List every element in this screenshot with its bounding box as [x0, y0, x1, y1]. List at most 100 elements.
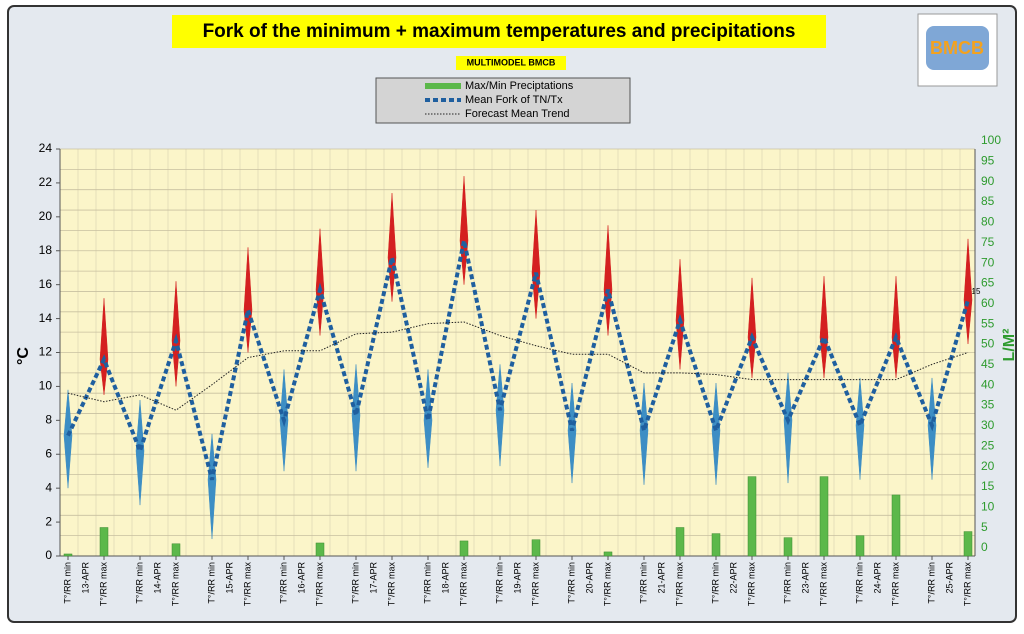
y-tick-label: 2 — [45, 514, 52, 528]
date-label: 24-APR — [872, 562, 882, 594]
legend-swatch — [425, 83, 461, 89]
x-tick-label: T°/RR max — [818, 562, 828, 607]
precip-bar — [171, 543, 181, 557]
x-tick-label: T°/RR max — [458, 562, 468, 607]
precip-bar — [99, 527, 109, 557]
y2-tick-label: 65 — [981, 276, 995, 290]
precip-bar — [855, 535, 865, 557]
fork-spike — [135, 399, 145, 506]
chart-title: Fork of the minimum + maximum temperatur… — [203, 21, 796, 42]
x-tick-label: T°/RR min — [566, 562, 576, 604]
x-tick-label: T°/RR min — [494, 562, 504, 604]
date-label: 21-APR — [656, 562, 666, 594]
y2-tick-label: 10 — [981, 499, 995, 513]
precip-bar — [711, 533, 721, 557]
y-tick-label: 12 — [39, 345, 53, 359]
y2-tick-label: 45 — [981, 357, 995, 371]
y2-tick-label: 15 — [981, 479, 995, 493]
fork-spike — [531, 210, 541, 319]
date-label: 25-APR — [944, 562, 954, 594]
fork-spike — [891, 276, 901, 378]
x-tick-label: T°/RR min — [926, 562, 936, 604]
fork-spike — [243, 247, 253, 353]
fork-spike — [603, 225, 613, 336]
x-tick-label: T°/RR max — [170, 562, 180, 607]
y2-tick-label: 60 — [981, 296, 995, 310]
y-tick-label: 10 — [39, 379, 53, 393]
date-label: 13-APR — [80, 562, 90, 594]
x-tick-label: T°/RR max — [890, 562, 900, 607]
y-tick-label: 22 — [39, 175, 53, 189]
y2-tick-label: 0 — [981, 540, 988, 554]
x-tick-label: T°/RR min — [350, 562, 360, 604]
x-tick-label: T°/RR max — [314, 562, 324, 607]
x-tick-label: T°/RR min — [638, 562, 648, 604]
y2-tick-label: 40 — [981, 377, 995, 391]
legend-box — [375, 77, 631, 124]
x-tick-label: T°/RR max — [602, 562, 612, 607]
date-label: 18-APR — [440, 562, 450, 594]
logo-shape — [926, 26, 989, 70]
y2-tick-label: 90 — [981, 174, 995, 188]
x-tick-label: T°/RR min — [422, 562, 432, 604]
date-label: 23-APR — [800, 562, 810, 594]
date-label: 15-APR — [224, 562, 234, 594]
fork-spike — [171, 281, 181, 387]
fork-spike — [315, 228, 325, 336]
y-tick-label: 0 — [45, 548, 52, 562]
date-label: 17-APR — [368, 562, 378, 594]
precip-bar — [891, 494, 901, 557]
y2-tick-label: 75 — [981, 235, 995, 249]
fork-spike — [783, 372, 793, 484]
x-tick-label: T°/RR max — [242, 562, 252, 607]
y2-tick-label: 5 — [981, 520, 988, 534]
subtitle-box — [456, 56, 566, 70]
legend-label: Max/Min Preciptations — [465, 80, 574, 92]
date-label: 19-APR — [512, 562, 522, 594]
date-label: 16-APR — [296, 562, 306, 594]
x-tick-label: T°/RR min — [278, 562, 288, 604]
fork-spike — [63, 389, 73, 489]
precip-bar — [819, 476, 829, 557]
precip-bar — [459, 540, 469, 557]
y2-tick-label: 80 — [981, 215, 995, 229]
precip-bar — [963, 531, 973, 557]
fork-spike — [639, 383, 649, 485]
x-tick-label: T°/RR max — [530, 562, 540, 607]
annotation: 15 — [972, 287, 981, 296]
y-tick-label: 16 — [39, 277, 53, 291]
y2-axis-label: L/M² — [1001, 329, 1018, 362]
trend-line — [67, 321, 969, 411]
precip-bar — [315, 542, 325, 557]
date-label: 20-APR — [584, 562, 594, 594]
x-tick-label: T°/RR min — [782, 562, 792, 604]
fork-spike — [819, 276, 829, 378]
precip-bar — [603, 551, 613, 557]
x-tick-label: T°/RR max — [674, 562, 684, 607]
date-label: 14-APR — [152, 562, 162, 594]
date-label: 22-APR — [728, 562, 738, 594]
y2-tick-label: 55 — [981, 316, 995, 330]
mean-fork-line — [66, 240, 970, 481]
x-tick-label: T°/RR max — [98, 562, 108, 607]
x-tick-label: T°/RR min — [62, 562, 72, 604]
fork-spike — [351, 364, 361, 472]
precip-bar — [531, 539, 541, 557]
y2-tick-label: 85 — [981, 194, 995, 208]
y2-tick-label: 20 — [981, 459, 995, 473]
y-tick-label: 4 — [45, 480, 52, 494]
x-tick-label: T°/RR max — [746, 562, 756, 607]
x-tick-label: T°/RR min — [134, 562, 144, 604]
precip-bar — [675, 527, 685, 557]
y2-tick-label: 95 — [981, 154, 995, 168]
fork-spike — [711, 383, 721, 485]
x-tick-label: T°/RR max — [386, 562, 396, 607]
y-tick-label: 18 — [39, 243, 53, 257]
legend-label: Forecast Mean Trend — [465, 108, 570, 120]
y-axis-label: °C — [15, 347, 32, 365]
y-tick-label: 8 — [45, 413, 52, 427]
y-tick-label: 24 — [39, 141, 53, 155]
title-box — [172, 15, 826, 48]
precip-bar — [783, 537, 793, 557]
